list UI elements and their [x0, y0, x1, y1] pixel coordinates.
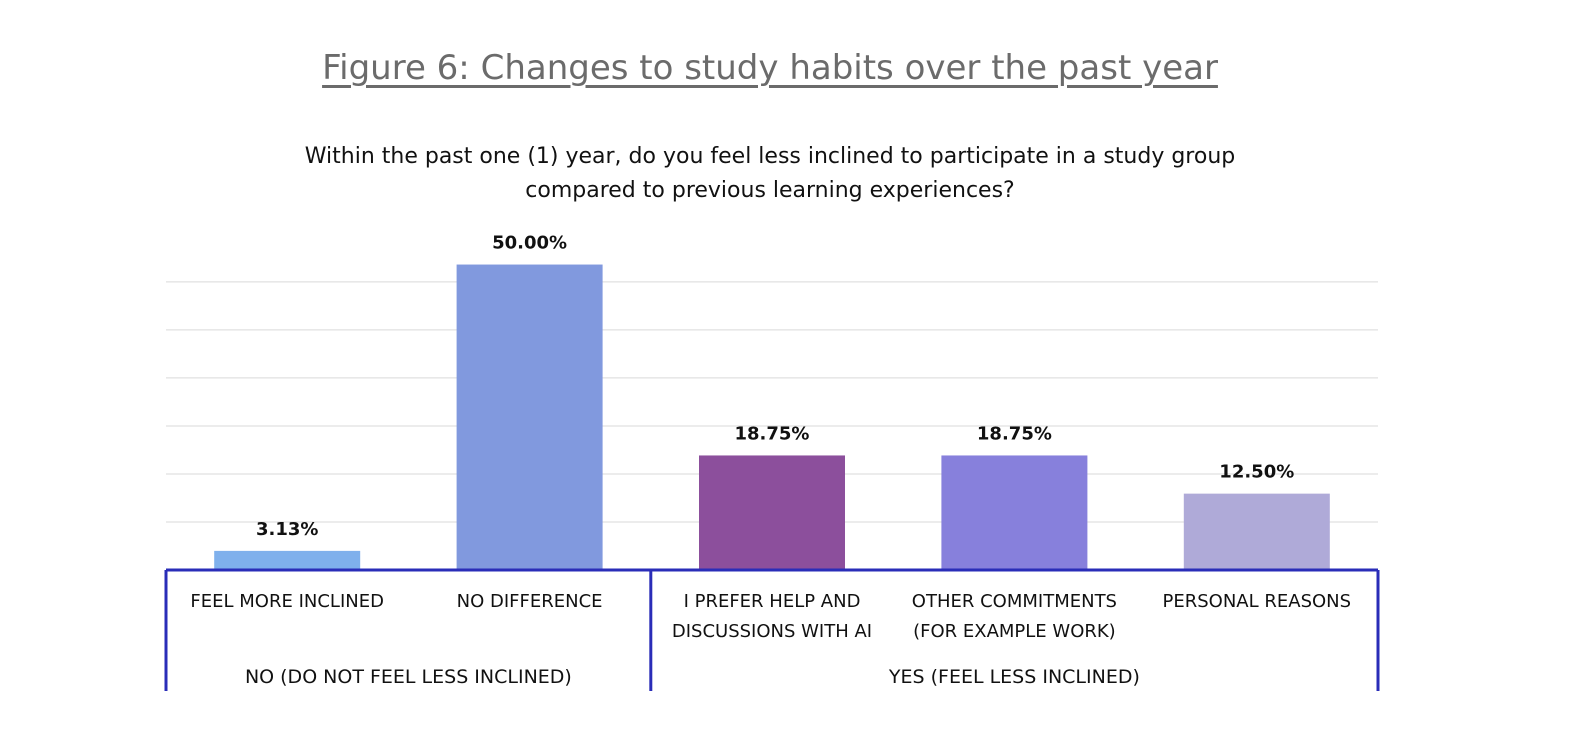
axis-frame: [164, 568, 1380, 691]
category-labels: FEEL MORE INCLINED NO DIFFERENCE I PREFER …: [190, 591, 1351, 642]
data-label: 50.00%: [492, 233, 567, 254]
chart-subtitle: Within the past one (1) year, do you fee…: [304, 144, 1236, 203]
group-label: NO (DO NOT FEEL LESS INCLINED): [245, 666, 572, 688]
category-label: PERSONAL REASONS: [1163, 591, 1352, 612]
gridlines: [166, 281, 1378, 523]
bar: [941, 455, 1088, 570]
bar: [1183, 493, 1330, 570]
data-label: 18.75%: [735, 423, 810, 444]
category-label: I PREFER HELP AND: [684, 591, 861, 612]
bar: [456, 264, 603, 570]
bars: [214, 264, 1330, 570]
category-label: OTHER COMMITMENTS: [912, 591, 1117, 612]
group-label: YES (FEEL LESS INCLINED): [888, 666, 1140, 688]
category-label: FEEL MORE INCLINED: [190, 591, 384, 612]
category-label: DISCUSSIONS WITH AI: [672, 621, 872, 642]
category-label: (FOR EXAMPLE WORK): [913, 621, 1116, 642]
group-labels: NO (DO NOT FEEL LESS INCLINED) YES (FEEL …: [245, 666, 1140, 688]
category-label: NO DIFFERENCE: [457, 591, 603, 612]
data-label: 18.75%: [977, 423, 1052, 444]
data-label: 3.13%: [256, 519, 318, 540]
bar: [699, 455, 845, 570]
bar: [214, 550, 361, 570]
data-label: 12.50%: [1219, 462, 1294, 483]
figure-title: Figure 6: Changes to study habits over t…: [322, 48, 1218, 88]
data-labels: 3.13% 50.00% 18.75% 18.75% 12.50%: [256, 233, 1294, 540]
